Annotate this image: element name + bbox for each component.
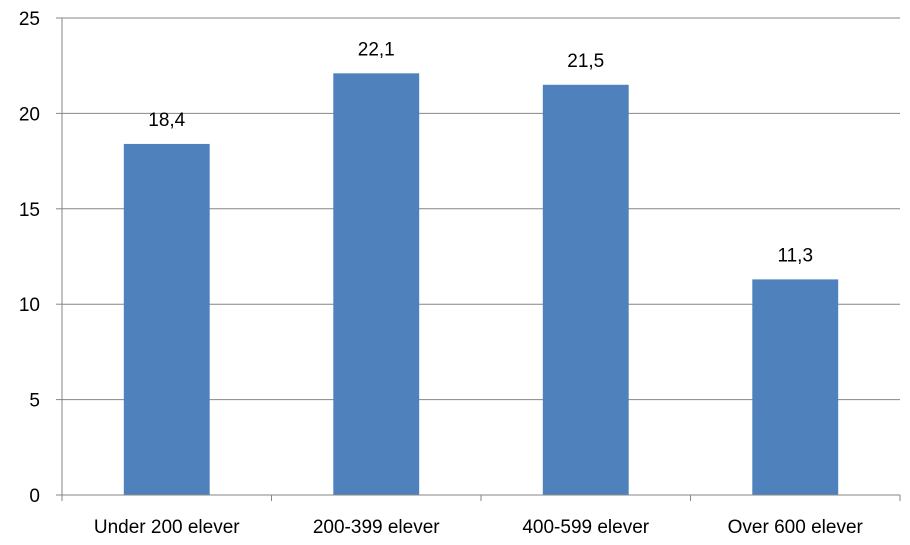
data-labels: 18,4 22,1 21,5 11,3 [148, 39, 813, 266]
x-category-label: 200-399 elever [313, 517, 440, 538]
y-tick-label: 25 [19, 9, 40, 30]
x-category-label: Over 600 elever [728, 517, 864, 538]
x-category-labels: Under 200 elever 200-399 elever 400-599 el… [94, 517, 864, 538]
bars [123, 73, 839, 496]
data-label: 18,4 [148, 110, 185, 131]
data-label: 21,5 [567, 51, 604, 72]
y-tick-label: 10 [19, 295, 40, 316]
bar [333, 73, 420, 495]
y-tick-label: 20 [19, 104, 40, 125]
bar [752, 279, 839, 495]
y-tick-label: 0 [29, 486, 40, 507]
y-tick-label: 15 [19, 200, 40, 221]
x-category-label: Under 200 elever [94, 517, 240, 538]
axes [56, 17, 901, 501]
data-label: 22,1 [358, 39, 395, 60]
data-label: 11,3 [777, 245, 813, 266]
y-tick-labels: 0 5 10 15 20 25 [19, 9, 40, 507]
y-tick-label: 5 [29, 391, 40, 412]
bar [542, 84, 629, 495]
x-category-label: 400-599 elever [522, 517, 649, 538]
bar [123, 143, 210, 496]
